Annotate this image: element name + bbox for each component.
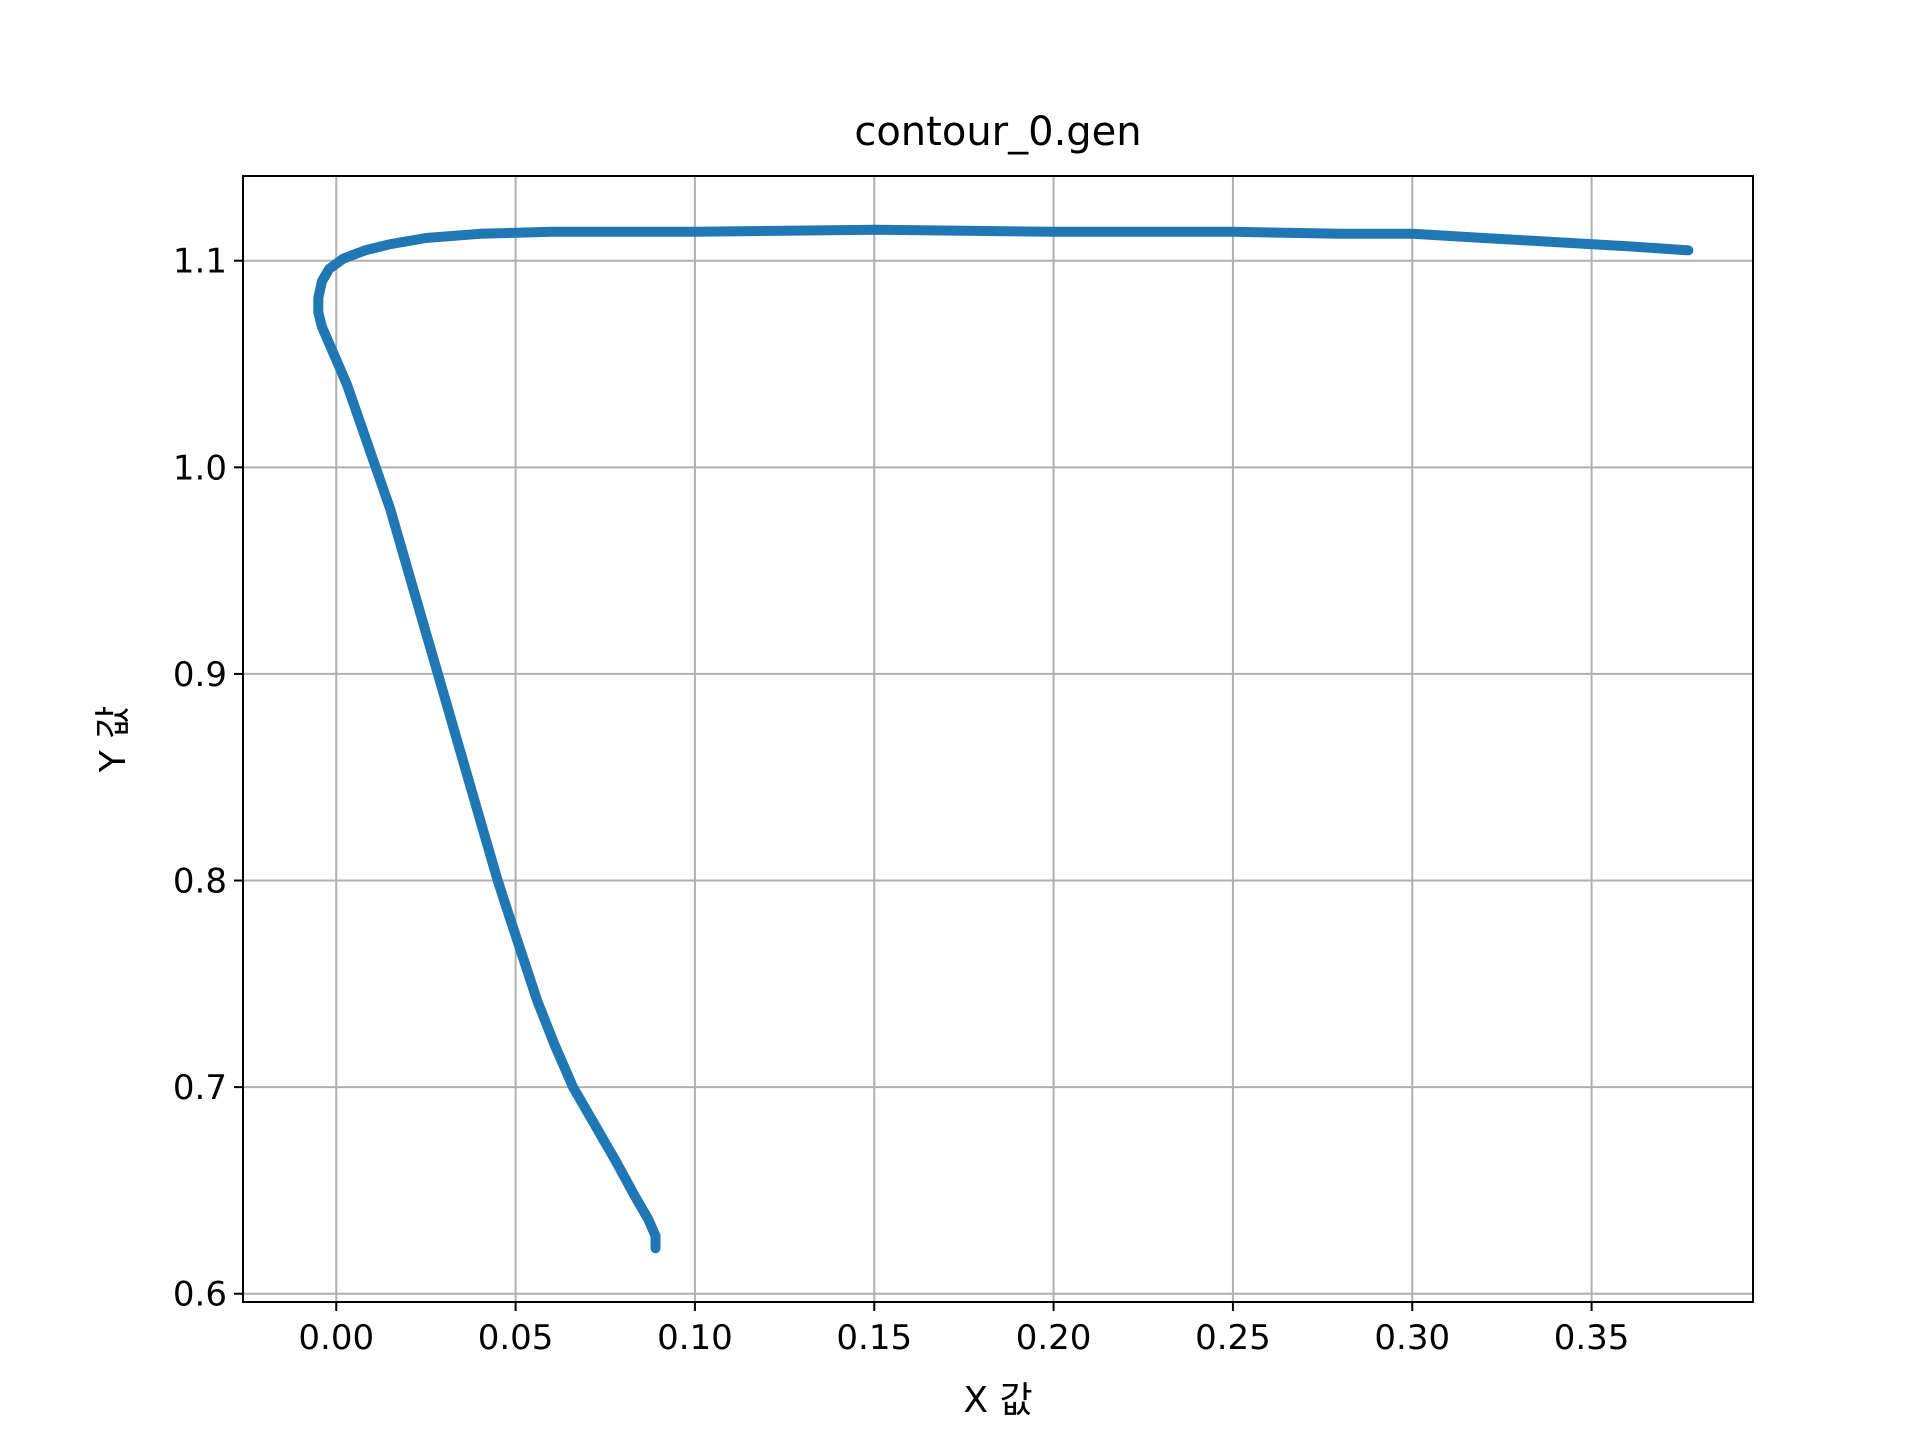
y-axis-label: Y 값: [93, 706, 134, 774]
y-tick-label: 0.9: [173, 655, 227, 695]
x-tick-label: 0.35: [1554, 1318, 1630, 1358]
series-layer: [313, 224, 1694, 1254]
x-tick-label: 0.25: [1195, 1318, 1271, 1358]
series-line: [313, 224, 1694, 1254]
x-tick-label: 0.00: [298, 1318, 374, 1358]
x-tick-label: 0.15: [836, 1318, 912, 1358]
plot-area-frame: [242, 175, 1754, 1303]
y-tick-label: 1.0: [173, 448, 227, 488]
y-tick-label: 0.6: [173, 1275, 227, 1315]
y-tick-label: 1.1: [173, 242, 227, 282]
x-tick-label: 0.30: [1374, 1318, 1450, 1358]
ticks: 0.00 0.05 0.10 0.15 0.20 0.25 0.30 0.35 0.6 0.7 0.…: [173, 242, 1630, 1358]
chart-title: contour_0.gen: [854, 109, 1141, 155]
x-axis-label: X 값: [963, 1380, 1032, 1421]
y-tick-label: 0.8: [173, 862, 227, 902]
x-tick-label: 0.10: [657, 1318, 733, 1358]
x-tick-label: 0.20: [1016, 1318, 1092, 1358]
y-tick-label: 0.7: [173, 1068, 227, 1108]
x-tick-label: 0.05: [478, 1318, 554, 1358]
